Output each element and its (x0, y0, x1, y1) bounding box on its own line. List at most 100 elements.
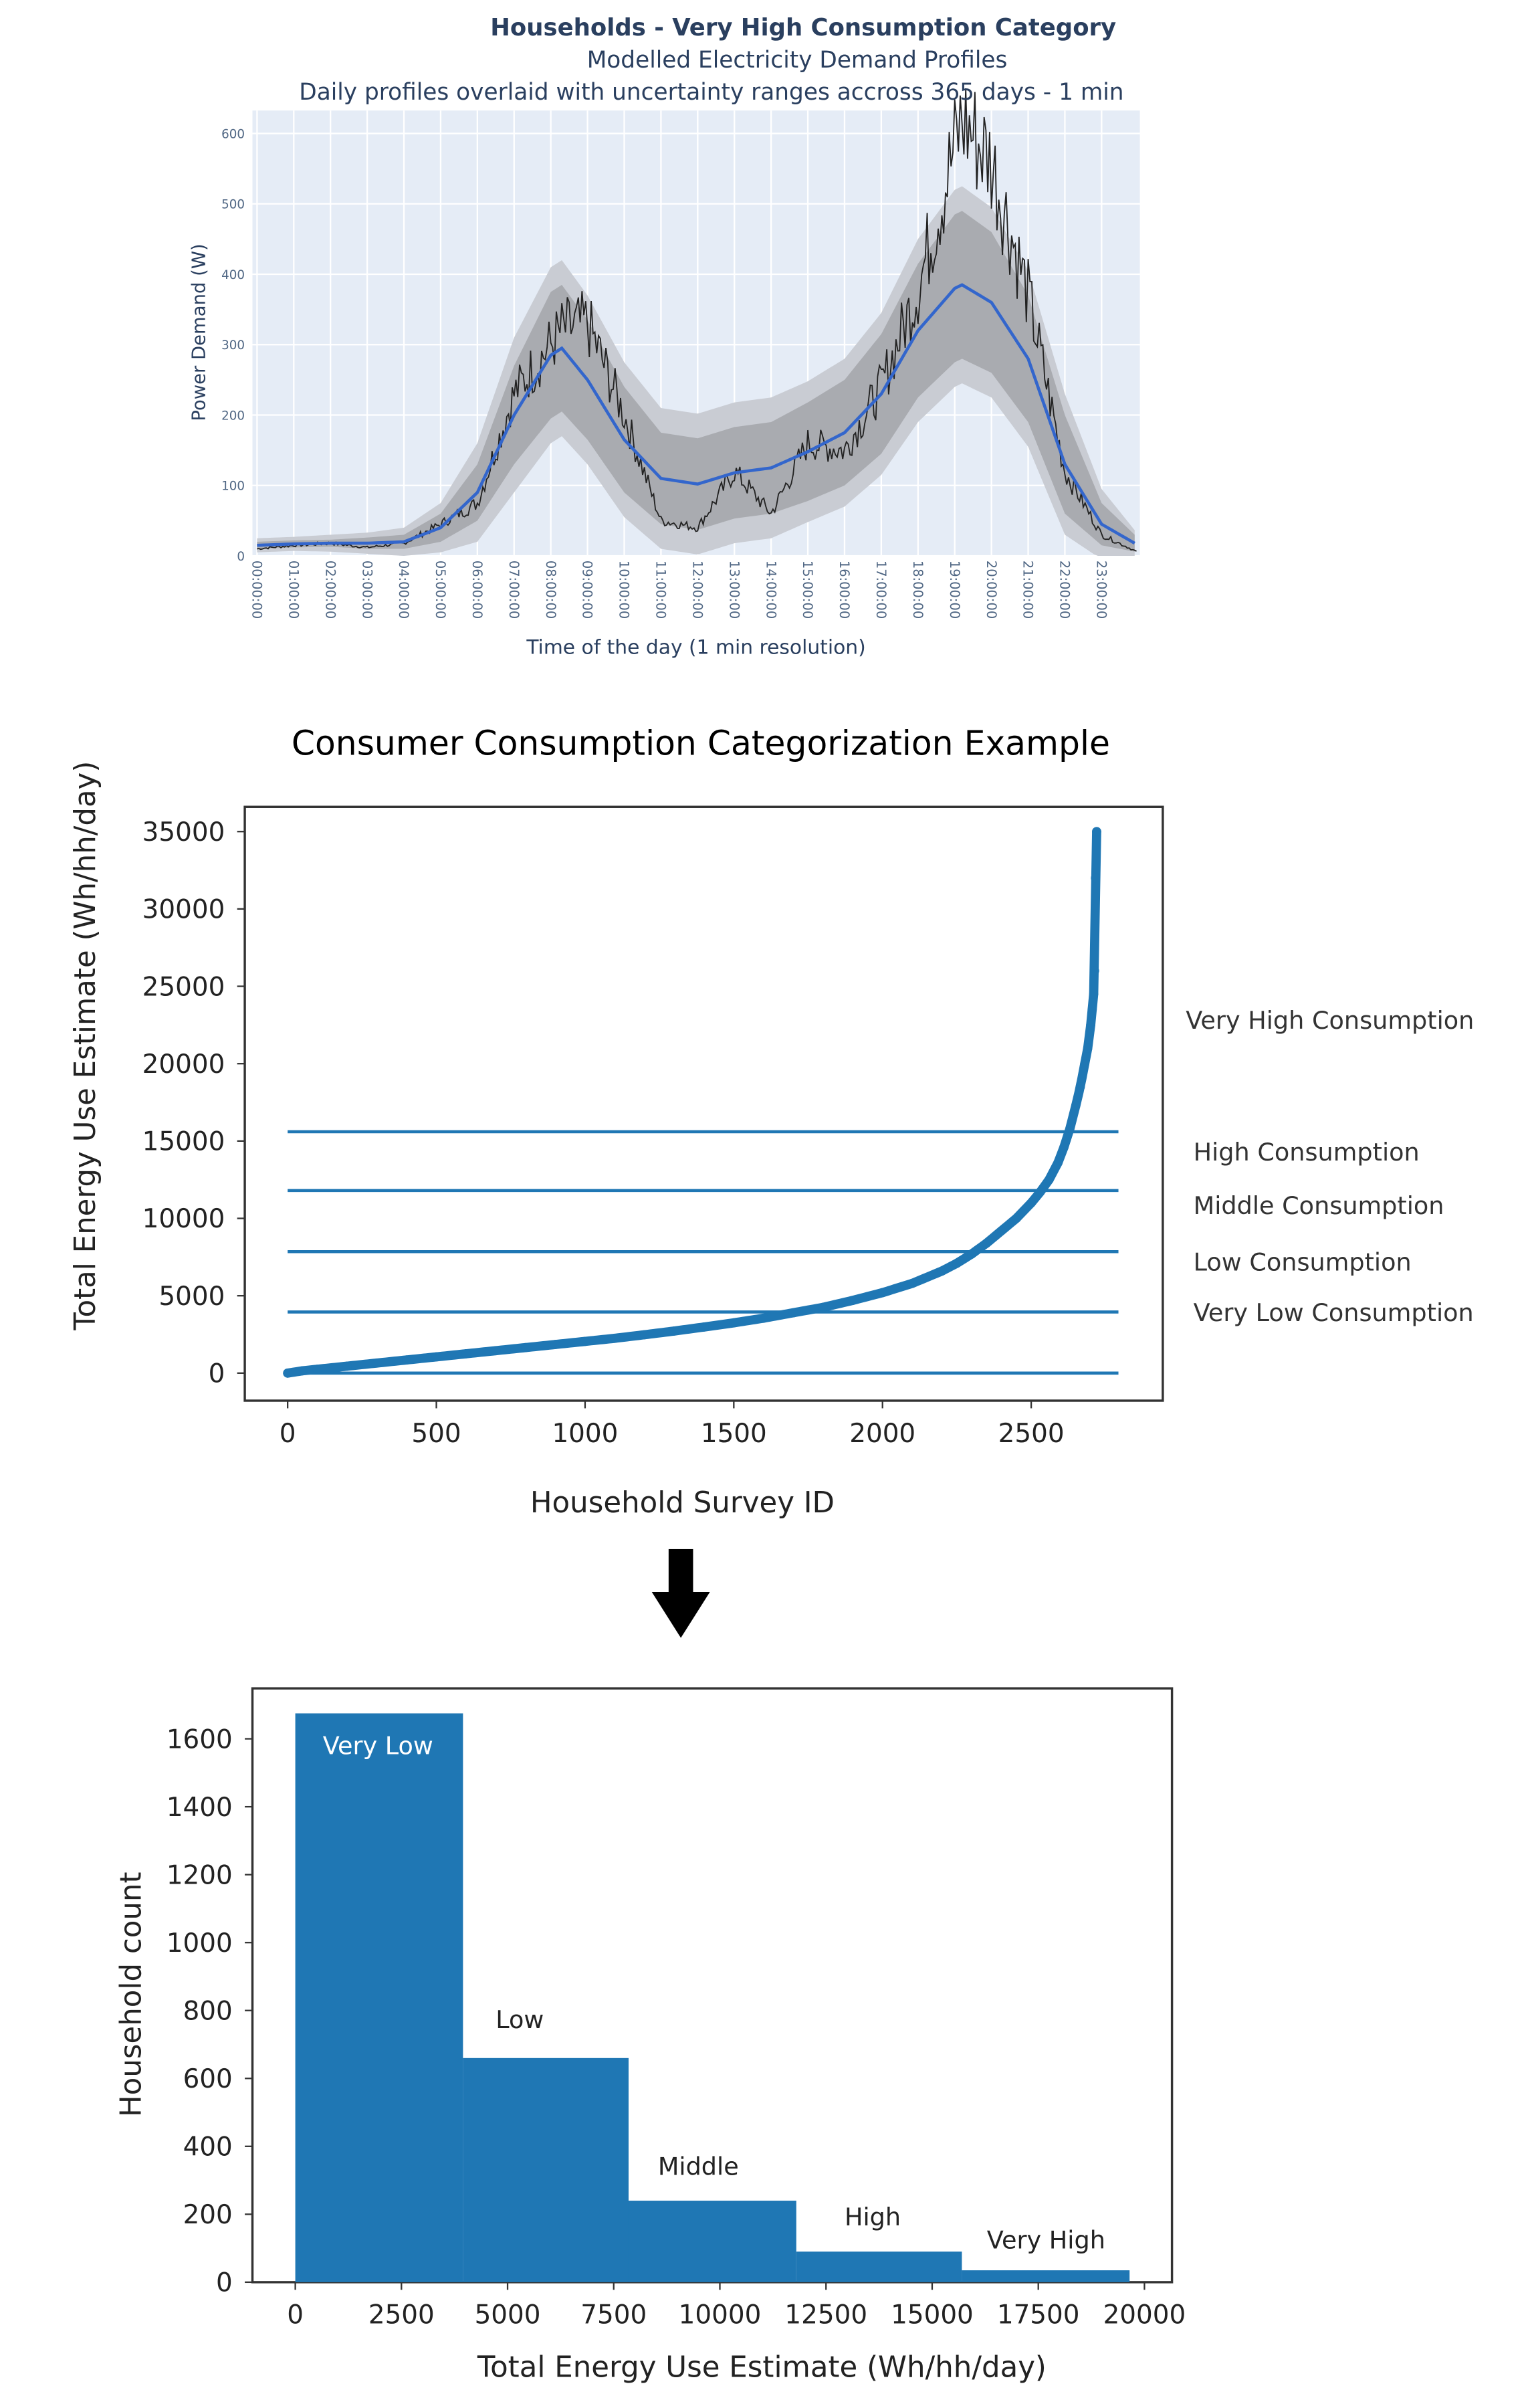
bar-label: Very Low (323, 1732, 433, 1761)
scatter-point (1065, 1124, 1075, 1134)
scatter-point (550, 1340, 560, 1349)
y-tick-label: 200 (183, 2200, 233, 2230)
scatter-point (729, 1318, 739, 1328)
y-tick-label: 30000 (142, 895, 225, 925)
scatter-point (877, 1288, 887, 1298)
scatter-point (1091, 873, 1101, 883)
plot-frame (243, 805, 1164, 1402)
scatter-point (1035, 1187, 1045, 1197)
scatter-point (1092, 827, 1101, 837)
y-tick-label: 0 (237, 550, 245, 564)
scatter-point (372, 1358, 382, 1368)
x-tick-label: 12:00:00 (689, 561, 705, 619)
y-tick-label: 1400 (167, 1793, 233, 1823)
scatter-point (669, 1326, 679, 1336)
down-arrow-icon (651, 1548, 710, 1638)
x-tick-label: 0 (280, 1419, 296, 1449)
y-axis-label: Household count (114, 1872, 148, 2118)
scatter-point (1083, 1043, 1093, 1053)
x-tick-label: 17500 (997, 2300, 1080, 2330)
y-tick-label: 0 (216, 2268, 233, 2298)
x-tick-label: 18:00:00 (910, 561, 925, 619)
scatter-point (1053, 1158, 1063, 1168)
x-tick-label: 03:00:00 (359, 561, 374, 619)
x-tick-label: 17:00:00 (873, 561, 889, 619)
y-tick-label: 200 (221, 409, 245, 423)
x-tick-label: 13:00:00 (726, 561, 742, 619)
x-tick-label: 14:00:00 (763, 561, 778, 619)
scatter-point (907, 1278, 917, 1288)
scatter-point (521, 1342, 530, 1352)
chart-title: Consumer Consumption Categorization Exam… (292, 723, 1110, 763)
histogram-bar (962, 2270, 1130, 2282)
histogram-bar (628, 2201, 796, 2282)
scatter-point (402, 1355, 411, 1365)
scatter-point-band (283, 827, 1101, 1378)
chart-subtitle: Modelled Electricity Demand Profiles (587, 47, 1008, 74)
y-tick-label: 400 (221, 268, 245, 282)
y-tick-label: 25000 (142, 972, 225, 1002)
x-tick-label: 07:00:00 (506, 561, 522, 619)
scatter-point (1071, 1100, 1081, 1110)
uncertainty-band-inner (257, 211, 1135, 552)
scatter-point (967, 1249, 977, 1259)
scatter-point (996, 1226, 1006, 1235)
scatter-point (818, 1302, 828, 1312)
category-label: Middle Consumption (1194, 1191, 1444, 1220)
y-tick-label: 600 (221, 127, 245, 141)
x-tick-label: 12500 (784, 2300, 867, 2330)
histogram-bar (295, 1713, 463, 2282)
category-label: High Consumption (1194, 1138, 1420, 1167)
x-tick-label: 23:00:00 (1093, 561, 1109, 619)
histogram-bar (463, 2058, 629, 2282)
scatter-point (788, 1308, 798, 1318)
scatter-point (952, 1258, 962, 1268)
x-tick-label: 1500 (701, 1419, 767, 1449)
x-tick-label: 21:00:00 (1020, 561, 1036, 619)
scatter-point (848, 1296, 858, 1305)
bar-label: Middle (658, 2152, 739, 2181)
bar-label: High (845, 2203, 901, 2231)
y-tick-label: 1200 (167, 1860, 233, 1890)
x-tick-label: 22:00:00 (1057, 561, 1073, 619)
x-tick-label: 04:00:00 (396, 561, 411, 619)
x-tick-label: 09:00:00 (580, 561, 595, 619)
x-tick-label: 2000 (849, 1419, 915, 1449)
y-axis-label: Total Energy Use Estimate (Wh/hh/day) (69, 761, 102, 1331)
chart-title: Households - Very High Consumption Categ… (490, 14, 1116, 41)
x-tick-label: 20000 (1103, 2300, 1186, 2330)
scatter-point (1012, 1213, 1021, 1223)
y-tick-label: 10000 (142, 1204, 225, 1234)
x-axis-label: Household Survey ID (530, 1486, 835, 1520)
x-tick-label: 10000 (679, 2300, 762, 2330)
categorization-scatter-chart: Consumer Consumption Categorization Exam… (69, 723, 1474, 1520)
scatter-point (342, 1361, 352, 1371)
scatter-point (491, 1346, 501, 1356)
category-label: Low Consumption (1194, 1248, 1412, 1277)
x-tick-label: 08:00:00 (543, 561, 558, 619)
scatter-point (1026, 1198, 1036, 1208)
x-tick-label: 05:00:00 (433, 561, 448, 619)
x-tick-label: 15000 (891, 2300, 974, 2330)
y-tick-label: 1600 (167, 1724, 233, 1754)
scatter-point (1087, 1005, 1097, 1015)
category-label: Very High Consumption (1186, 1006, 1474, 1035)
x-axis-label: Time of the day (1 min resolution) (526, 635, 865, 659)
x-tick-label: 10:00:00 (617, 561, 632, 619)
x-axis-label: Total Energy Use Estimate (Wh/hh/day) (477, 2351, 1047, 2385)
x-tick-label: 20:00:00 (984, 561, 999, 619)
mean-profile-line (257, 283, 1135, 547)
scatter-point (1080, 1059, 1090, 1069)
scatter-point (610, 1333, 620, 1343)
scatter-point (699, 1322, 709, 1332)
demand-profile-chart: 0 100 200 300 400 500 600 00:00:00 01:00:00 02:00… (189, 14, 1140, 659)
scatter-point (283, 1368, 293, 1378)
x-tick-label: 15:00:00 (800, 561, 815, 619)
x-tick-label: 7500 (580, 2300, 647, 2330)
scatter-point (298, 1366, 308, 1376)
y-tick-label: 600 (183, 2064, 233, 2094)
bar-label: Very High (987, 2226, 1105, 2255)
scatter-point (758, 1313, 768, 1323)
y-axis-label: Power Demand (W) (189, 243, 210, 421)
